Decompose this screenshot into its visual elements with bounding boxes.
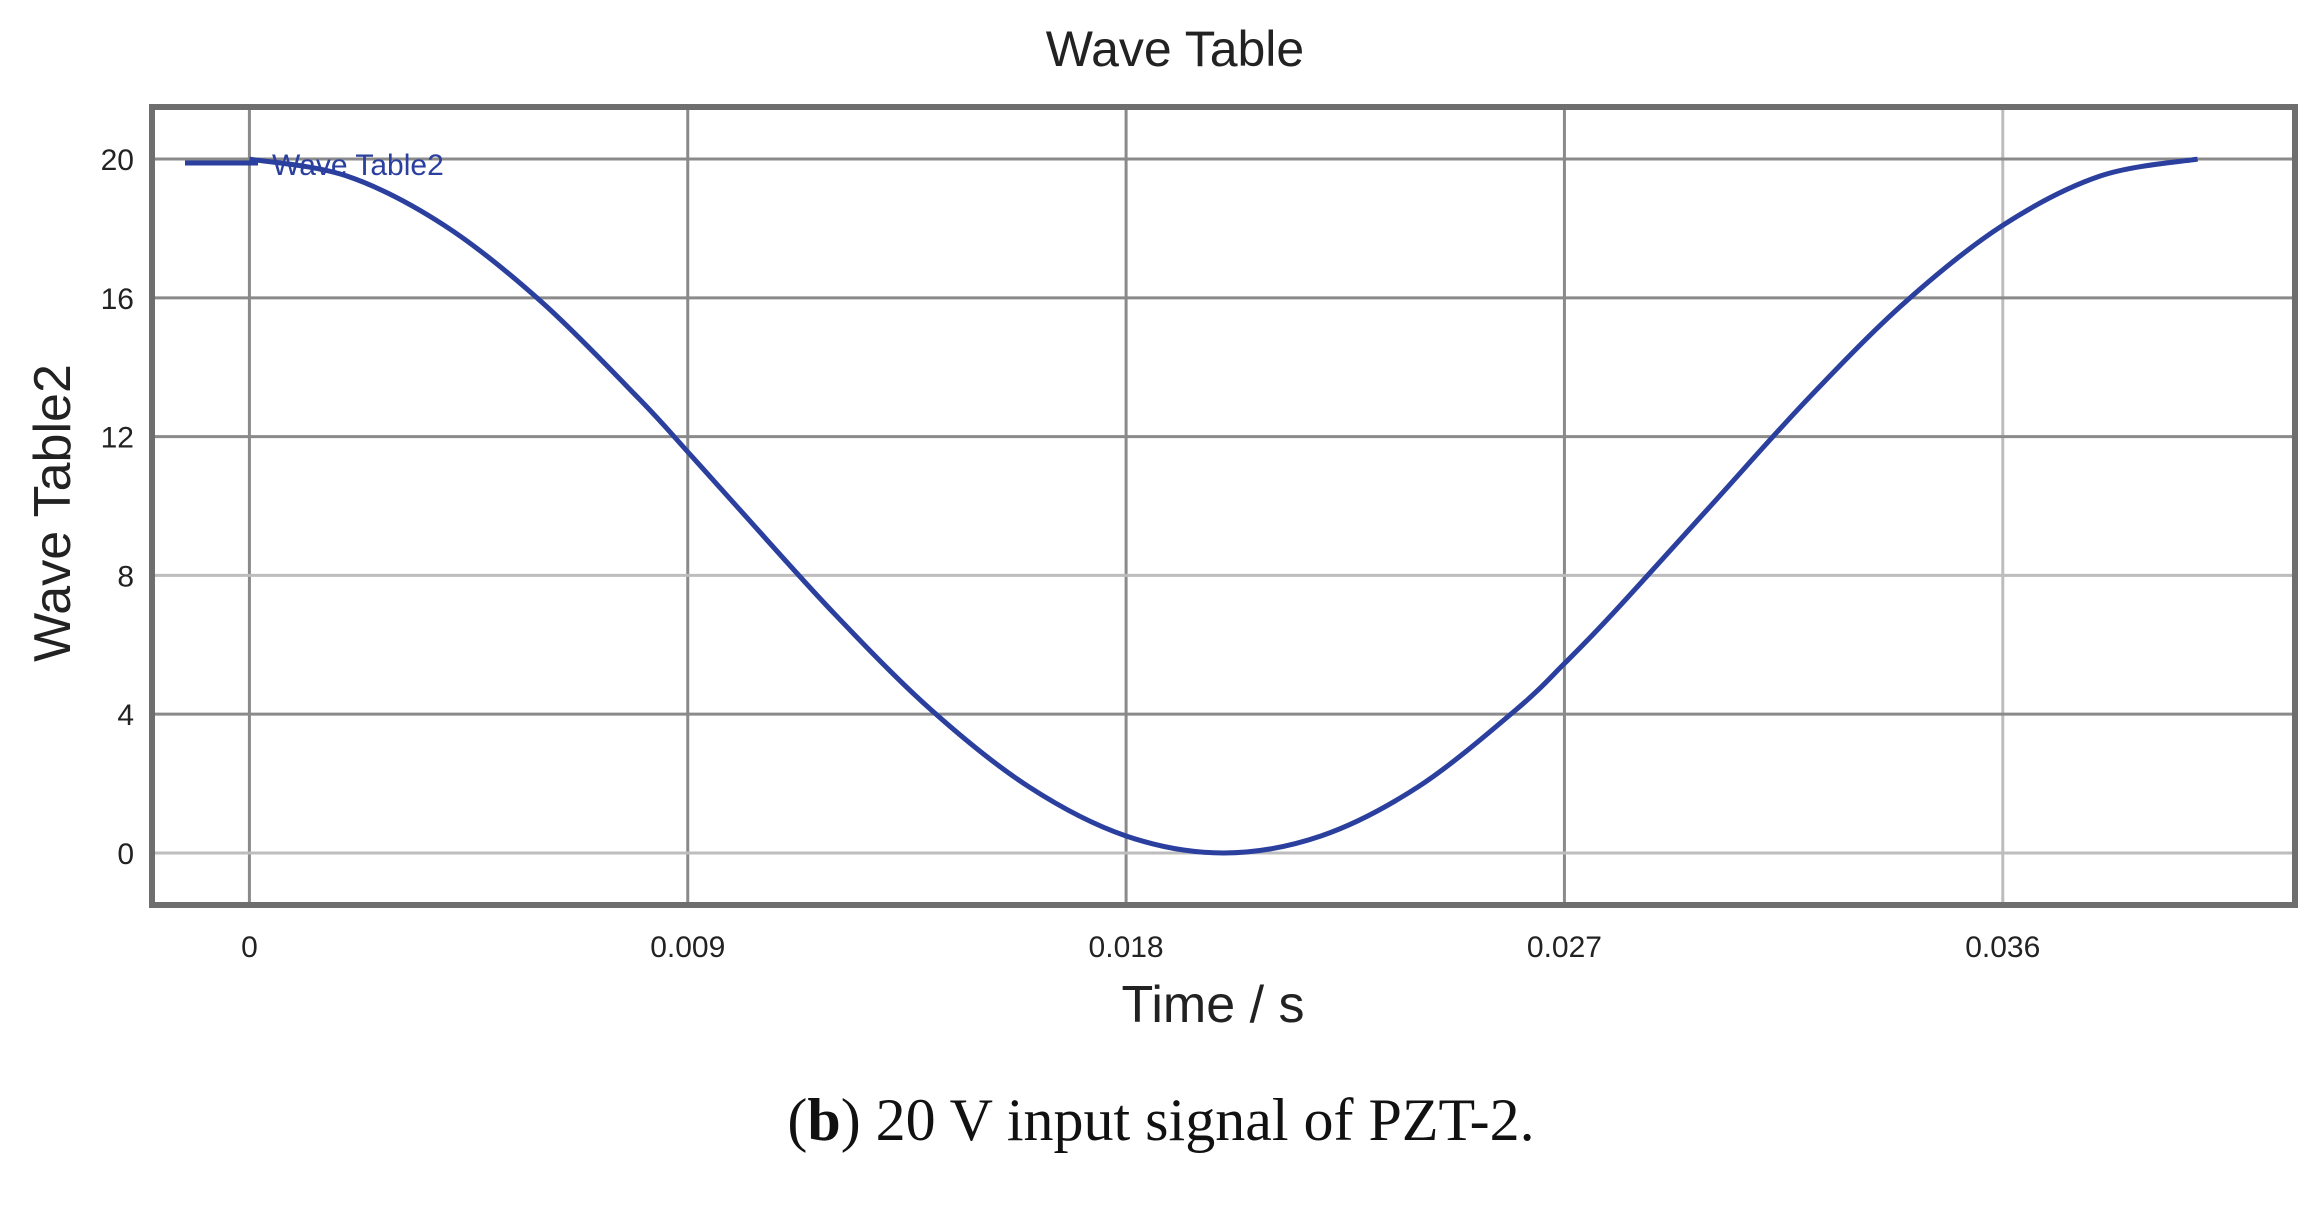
tick-labels: 0 0.009 0.018 0.027 0.036 0 4 8 12 16 20 [101,144,2041,964]
figure-caption: (b) 20 V input signal of PZT-2. [0,1086,2322,1155]
y-tick-label: 0 [117,838,134,871]
caption-text: ) 20 V input signal of PZT-2. [840,1087,1535,1153]
legend-label: Wave Table2 [272,149,444,182]
caption-open-paren: ( [787,1087,808,1153]
caption-label: b [807,1087,841,1153]
x-tick-label: 0.018 [1089,931,1164,964]
x-tick-label: 0.027 [1527,931,1602,964]
x-tick-label: 0.036 [1965,931,2040,964]
y-tick-label: 12 [101,422,134,455]
x-tick-label: 0 [241,931,258,964]
x-axis-label: Time / s [1122,976,1305,1034]
y-axis-label: Wave Table2 [24,364,82,662]
plot-area-frame [149,104,2298,908]
x-tick-label: 0.009 [650,931,725,964]
y-tick-label: 20 [101,144,134,177]
grid-layer [152,107,2295,905]
y-tick-label: 16 [101,283,134,316]
legend: Wave Table2 [185,149,444,182]
series-line-wave-table2 [248,156,2199,856]
series-layer [248,156,2199,856]
y-tick-label: 8 [117,560,134,593]
chart-title: Wave Table [1046,21,1304,77]
y-tick-label: 4 [117,699,134,732]
